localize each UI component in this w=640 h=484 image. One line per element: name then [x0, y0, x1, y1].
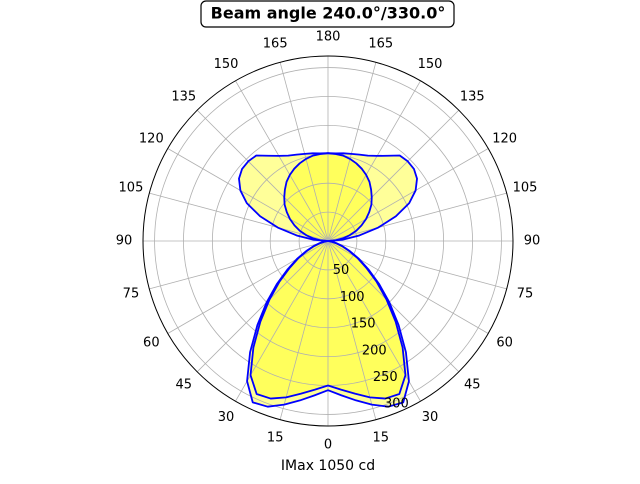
grid-line [327, 148, 489, 242]
theta-tick-label: 90 [524, 234, 541, 249]
r-tick-label: 200 [362, 343, 387, 358]
grid-line [327, 240, 460, 373]
theta-tick-label: 15 [373, 431, 390, 446]
theta-tick-label: 165 [263, 36, 288, 51]
theta-tick-label: 180 [316, 30, 341, 45]
grid-line [327, 109, 460, 242]
theta-tick-label: 45 [464, 378, 481, 393]
grid-line [196, 109, 329, 242]
grid-line [279, 62, 329, 242]
theta-tick-label: 105 [513, 181, 538, 196]
theta-tick-label: 120 [139, 132, 164, 147]
theta-tick-label: 105 [119, 181, 144, 196]
theta-tick-label: 150 [418, 57, 443, 72]
theta-tick-label: 90 [116, 234, 133, 249]
theta-tick-label: 30 [218, 410, 235, 425]
theta-tick-label: 120 [492, 132, 517, 147]
grid-line [327, 192, 507, 242]
r-tick-label: 50 [333, 263, 350, 278]
grid-line [327, 62, 377, 242]
theta-tick-label: 75 [517, 286, 534, 301]
outer-circle [142, 55, 514, 427]
grid-line [149, 240, 329, 290]
theta-tick-label: 150 [214, 57, 239, 72]
theta-tick-label: 165 [368, 36, 393, 51]
grid-line [167, 148, 329, 242]
grid-line [235, 80, 329, 242]
grid-line [327, 240, 377, 420]
theta-tick-label: 135 [171, 89, 196, 104]
title-box [200, 0, 455, 28]
grid-line [327, 80, 421, 242]
x-axis-label: IMax 1050 cd [281, 458, 375, 474]
grid-line [196, 240, 329, 373]
r-tick-label: 100 [340, 290, 365, 305]
theta-tick-label: 60 [496, 336, 513, 351]
theta-tick-label: 75 [123, 286, 140, 301]
grid-line [327, 240, 507, 290]
theta-tick-label: 15 [267, 431, 284, 446]
r-tick-label: 250 [373, 370, 398, 385]
r-tick-label: 150 [351, 317, 376, 332]
r-tick-label: 300 [384, 397, 409, 412]
theta-tick-label: 45 [175, 378, 192, 393]
grid-line [279, 240, 329, 420]
grid-line [149, 192, 329, 242]
theta-tick-label: 0 [324, 438, 332, 453]
theta-tick-label: 30 [422, 410, 439, 425]
theta-tick-label: 135 [460, 89, 485, 104]
chart-title: Beam angle 240.0°/330.0° [211, 4, 446, 23]
theta-tick-label: 60 [143, 336, 160, 351]
series-line [249, 152, 407, 400]
